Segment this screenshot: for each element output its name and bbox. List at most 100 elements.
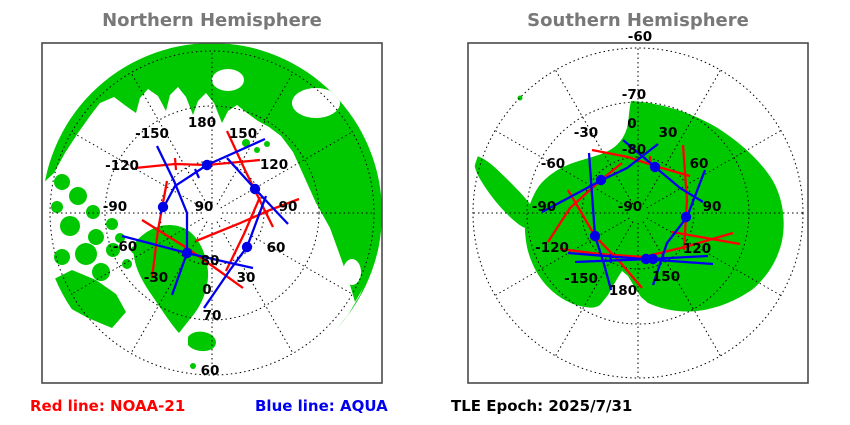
south-graticule-label: -90 bbox=[532, 199, 556, 215]
north-island bbox=[75, 243, 97, 265]
south-graticule-label: 180 bbox=[609, 283, 637, 299]
south-meridian-line bbox=[494, 217, 630, 296]
north-sea-inlet bbox=[316, 343, 336, 373]
north-graticule-label: 90 bbox=[195, 199, 214, 215]
south-satellite-position-dot bbox=[589, 230, 601, 242]
south-meridian-line bbox=[555, 221, 634, 357]
south-aqua-track-tick bbox=[608, 253, 613, 264]
north-meridian-line bbox=[71, 131, 204, 209]
north-satellite-position-dot bbox=[157, 201, 169, 213]
north-island bbox=[131, 246, 139, 254]
north-noaa21-track bbox=[224, 196, 262, 272]
south-graticule-label: -80 bbox=[622, 142, 646, 158]
north-sea-inlet bbox=[212, 69, 244, 91]
south-land-region bbox=[474, 156, 536, 229]
north-island bbox=[122, 259, 132, 269]
legend-red-noaa21: Red line: NOAA-21 bbox=[30, 397, 186, 415]
north-map-title: Northern Hemisphere bbox=[102, 10, 322, 31]
north-island bbox=[106, 218, 118, 230]
north-graticule-label: -60 bbox=[113, 239, 137, 255]
south-graticule-label: -70 bbox=[622, 87, 646, 103]
north-graticule-label: 150 bbox=[229, 126, 257, 142]
south-aqua-track bbox=[622, 139, 704, 203]
north-satellite-position-dot bbox=[181, 247, 193, 259]
south-graticule-label: 120 bbox=[683, 241, 711, 257]
south-meridian-line bbox=[642, 69, 721, 205]
south-graticule-label: -30 bbox=[574, 125, 598, 141]
north-graticule-label: 30 bbox=[237, 270, 256, 286]
north-graticule-label: 80 bbox=[201, 253, 220, 269]
south-aqua-track bbox=[587, 152, 613, 291]
north-island bbox=[310, 154, 318, 182]
south-satellite-position-dot bbox=[647, 253, 659, 265]
legend-tle-epoch: TLE Epoch: 2025/7/31 bbox=[451, 397, 633, 415]
north-graticule-label: 180 bbox=[188, 115, 216, 131]
north-satellite-position-dot bbox=[201, 159, 213, 171]
north-satellite-position-dot bbox=[241, 241, 253, 253]
south-graticule-label: -60 bbox=[541, 156, 565, 172]
south-aqua-track bbox=[651, 169, 707, 286]
north-aqua-track bbox=[203, 195, 268, 309]
north-aqua-track bbox=[155, 145, 189, 296]
north-aqua-track bbox=[121, 234, 254, 270]
legend-blue-aqua: Blue line: AQUA bbox=[255, 397, 388, 415]
north-graticule-label: 0 bbox=[202, 282, 211, 298]
north-island bbox=[285, 127, 291, 133]
north-graticule-label: -90 bbox=[103, 199, 127, 215]
south-aqua-track-tick bbox=[661, 254, 666, 263]
north-island bbox=[242, 139, 250, 147]
south-meridian-line bbox=[642, 221, 721, 357]
south-satellite-position-dot bbox=[680, 211, 692, 223]
north-island bbox=[190, 363, 196, 369]
north-meridian-line bbox=[216, 221, 294, 354]
north-island bbox=[92, 263, 110, 281]
north-meridian-line bbox=[130, 221, 208, 354]
north-graticule-label: -120 bbox=[105, 158, 139, 174]
south-land-region bbox=[524, 101, 784, 312]
south-graticule-label: 0 bbox=[627, 116, 636, 132]
south-graticule-label: -60 bbox=[628, 29, 652, 45]
north-land-region bbox=[48, 270, 126, 328]
south-map-area bbox=[472, 47, 804, 379]
south-graticule-label: 60 bbox=[690, 156, 709, 172]
north-graticule-label: -30 bbox=[144, 270, 168, 286]
north-island bbox=[60, 216, 80, 236]
north-island bbox=[293, 133, 299, 139]
north-island bbox=[254, 147, 260, 153]
north-aqua-track-tick bbox=[193, 168, 201, 179]
south-noaa21-track bbox=[567, 189, 643, 289]
north-graticule-label: -150 bbox=[135, 126, 169, 142]
north-island bbox=[51, 201, 63, 213]
south-graticule-label: -90 bbox=[618, 199, 642, 215]
north-noaa21-track bbox=[141, 219, 244, 289]
south-satellite-position-dot bbox=[595, 174, 607, 186]
north-noaa21-track bbox=[195, 197, 300, 243]
south-latitude-circle bbox=[526, 101, 750, 325]
north-latitude-circle bbox=[104, 105, 320, 321]
north-island bbox=[86, 205, 100, 219]
north-graticule-label: 60 bbox=[201, 363, 220, 379]
south-meridian-line bbox=[555, 69, 634, 205]
south-map-frame bbox=[467, 42, 809, 384]
north-graticule-label: 60 bbox=[267, 240, 286, 256]
north-meridian-line bbox=[130, 72, 208, 205]
south-latitude-circle bbox=[472, 47, 804, 379]
south-noaa21-track bbox=[671, 230, 741, 246]
north-island bbox=[54, 249, 70, 265]
south-aqua-track bbox=[541, 143, 659, 214]
south-graticule-label: -120 bbox=[535, 240, 569, 256]
south-meridian-line bbox=[494, 130, 630, 209]
north-meridian-line bbox=[216, 72, 294, 205]
south-meridian-line bbox=[646, 130, 782, 209]
south-graticule-label: 30 bbox=[659, 125, 678, 141]
north-island bbox=[106, 243, 120, 257]
north-island bbox=[264, 141, 270, 147]
south-graticule-label: 150 bbox=[652, 269, 680, 285]
south-satellite-position-dot bbox=[649, 161, 661, 173]
south-map-title: Southern Hemisphere bbox=[527, 10, 749, 31]
north-noaa21-track bbox=[134, 158, 261, 170]
north-meridian-line bbox=[220, 217, 353, 295]
south-noaa21-track bbox=[591, 148, 691, 178]
